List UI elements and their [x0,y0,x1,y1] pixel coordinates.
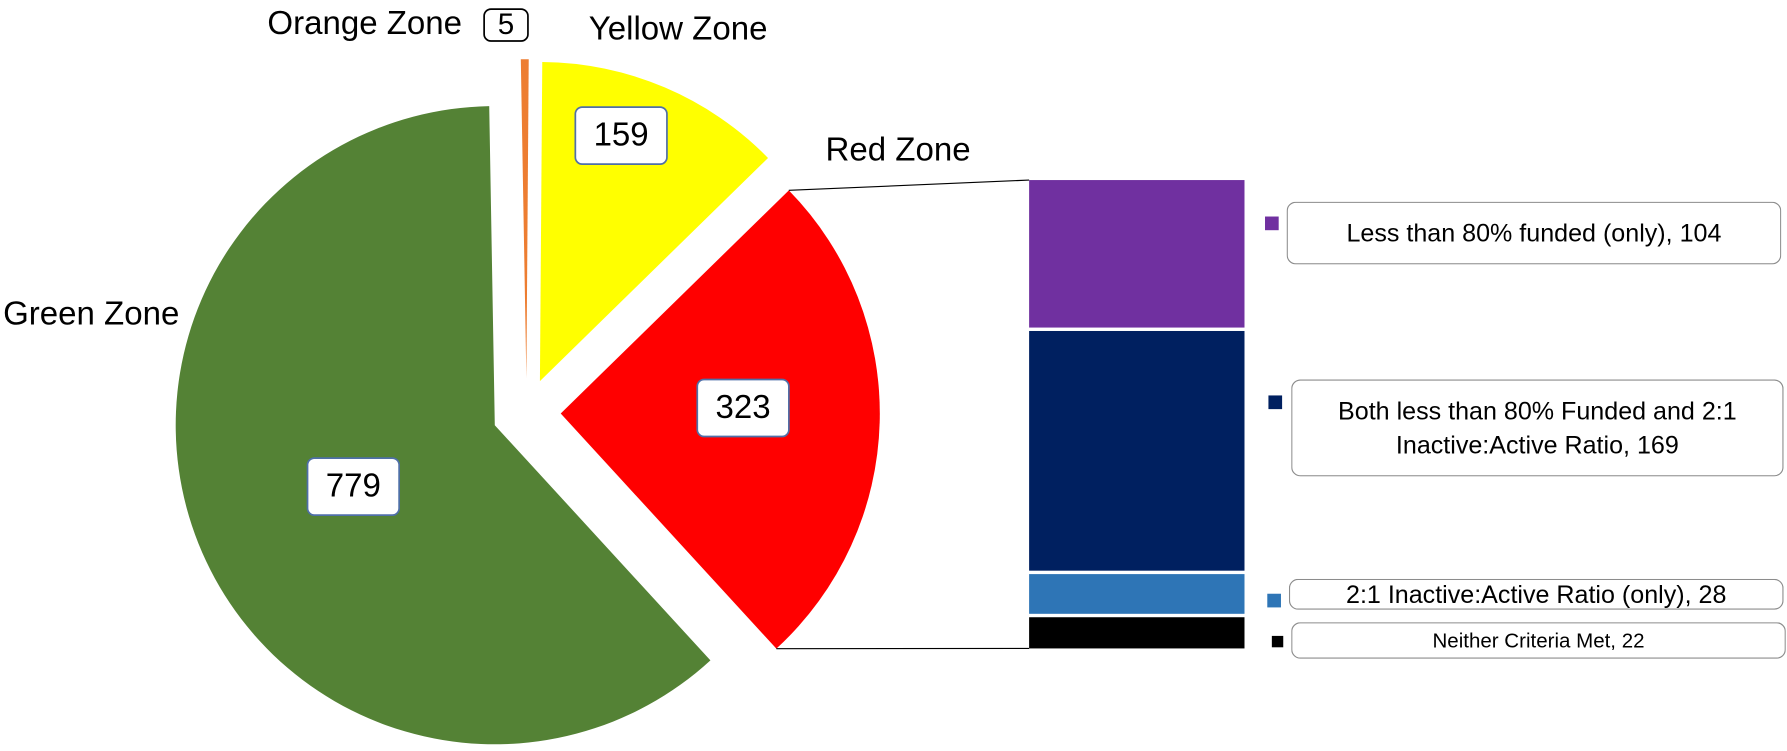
bar-segment [1029,180,1245,328]
legend-label: Less than 80% funded (only) [1346,218,1666,247]
value-label: 159 [574,106,668,165]
value-text: 323 [716,389,771,426]
value-box [574,106,668,165]
legend-text: Less than 80% funded (only), 104 [1346,218,1722,247]
legend-label: Both less than 80% Funded and 2:1 Inacti… [1338,396,1737,459]
legend-marker [1268,395,1283,410]
value-box [696,378,790,438]
legend-box: Neither Criteria Met, 22 [1291,622,1786,659]
slice-name: Green Zone [3,295,179,332]
legend-box: 2:1 Inactive:Active Ratio (only), 28 [1288,578,1784,610]
pie-slice [520,59,529,379]
bar-segment [1029,617,1245,649]
legend-box: Both less than 80% Funded and 2:1 Inacti… [1291,379,1784,477]
legend-entry: 2:1 Inactive:Active Ratio (only), 28 [1288,578,1784,610]
value-label: 5 [483,8,529,42]
connector [788,179,1030,191]
slice-name: Yellow Zone [589,11,768,48]
pie-slice [175,106,711,745]
legend-entry: Neither Criteria Met, 22 [1291,622,1786,659]
bar-segment [1029,330,1245,571]
legend-value: 104 [1679,218,1722,247]
value-box [306,457,400,516]
legend-marker [1267,593,1281,608]
value-text: 779 [326,467,381,504]
value-text: 5 [498,8,514,41]
value-label: 779 [306,457,400,516]
legend-label: 2:1 Inactive:Active Ratio (only) [1345,579,1685,609]
legend-value: 169 [1636,430,1679,459]
legend-text: Both less than 80% Funded and 2:1 Inacti… [1338,396,1737,459]
value-label: 323 [696,378,790,438]
legend-marker [1265,216,1279,231]
bar-segment [1029,574,1245,614]
legend-entry: Both less than 80% Funded and 2:1 Inacti… [1291,379,1784,477]
legend-entry: Less than 80% funded (only), 104 [1286,201,1782,265]
legend-value: 28 [1698,579,1727,609]
legend-label: Neither Criteria Met [1432,628,1611,652]
legend-value: 22 [1621,628,1645,652]
slice-name: Orange Zone [267,5,462,42]
legend-text: 2:1 Inactive:Active Ratio (only), 28 [1345,579,1727,609]
value-text: 159 [594,116,649,153]
value-box [483,8,529,42]
slice-name: Red Zone [826,131,971,168]
legend-marker [1271,635,1284,648]
legend-text: Neither Criteria Met, 22 [1432,628,1645,652]
legend-box: Less than 80% funded (only), 104 [1286,201,1782,265]
